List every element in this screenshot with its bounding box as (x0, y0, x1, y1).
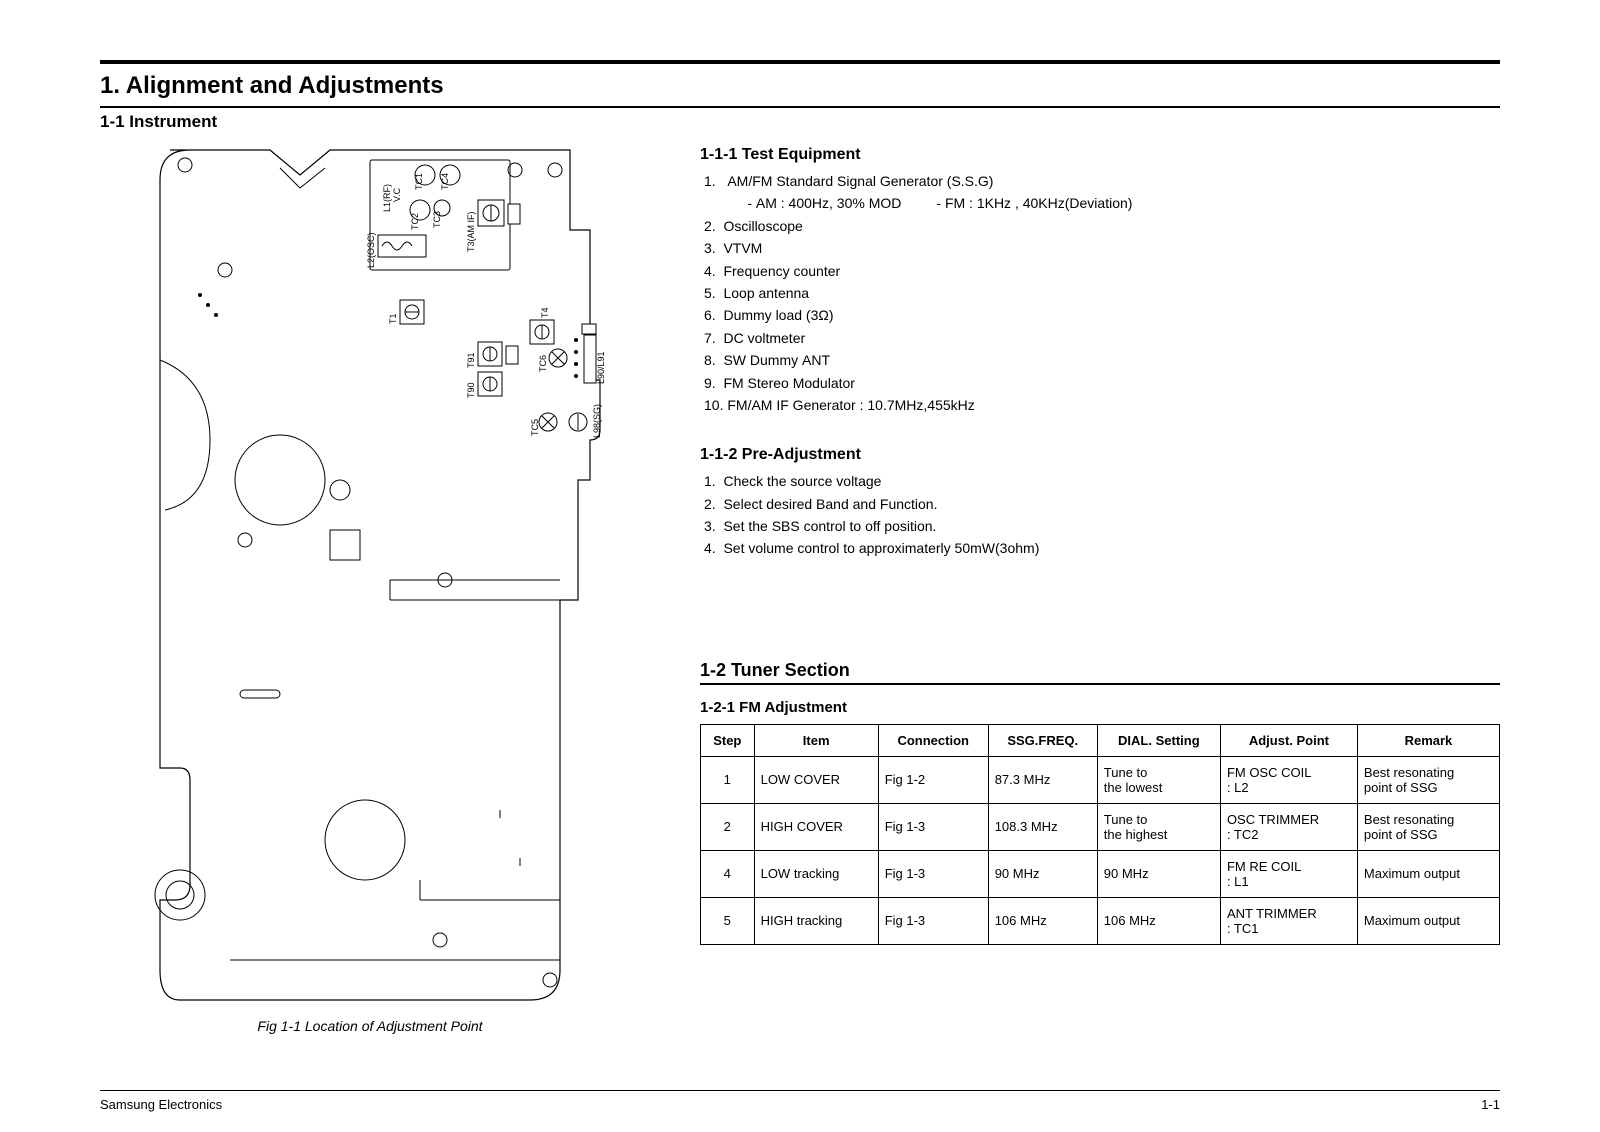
table-cell: 87.3 MHz (988, 756, 1097, 803)
table-cell: 4 (701, 850, 755, 897)
list-item: 5. Loop antenna (704, 282, 1500, 304)
table-cell: 90 MHz (1097, 850, 1220, 897)
list-item: 2. Oscilloscope (704, 215, 1500, 237)
svg-text:T1: T1 (388, 313, 398, 324)
subsection-title: 1-1 Instrument (100, 112, 1500, 132)
table-cell: 2 (701, 803, 755, 850)
table-cell: Fig 1-3 (878, 850, 988, 897)
list-item: 6. Dummy load (3Ω) (704, 304, 1500, 326)
list-item: - AM : 400Hz, 30% MOD - FM : 1KHz , 40KH… (704, 192, 1500, 214)
table-cell: Best resonatingpoint of SSG (1357, 756, 1499, 803)
table-cell: FM OSC COIL: L2 (1220, 756, 1357, 803)
test-equipment-list: 1. AM/FM Standard Signal Generator (S.S.… (700, 170, 1500, 416)
table-header: Remark (1357, 724, 1499, 756)
svg-text:T3(AM IF): T3(AM IF) (466, 212, 476, 253)
table-cell: Maximum output (1357, 850, 1499, 897)
diagram-caption: Fig 1-1 Location of Adjustment Point (100, 1018, 640, 1034)
list-item: 7. DC voltmeter (704, 327, 1500, 349)
table-cell: 90 MHz (988, 850, 1097, 897)
table-row: 5HIGH trackingFig 1-3106 MHz106 MHzANT T… (701, 897, 1500, 944)
table-header: SSG.FREQ. (988, 724, 1097, 756)
table-cell: HIGH tracking (754, 897, 878, 944)
list-item: 1. AM/FM Standard Signal Generator (S.S.… (704, 170, 1500, 192)
table-cell: HIGH COVER (754, 803, 878, 850)
svg-text:V.C: V.C (392, 187, 402, 202)
pcb-diagram: TC1 TC4 TC2 TC3 L1(RF) V.C L2(OSC) T3(AM… (130, 140, 610, 1010)
table-cell: FM RE COIL: L1 (1220, 850, 1357, 897)
svg-text:L98(SG): L98(SG) (592, 404, 602, 438)
table-header: Adjust. Point (1220, 724, 1357, 756)
table-row: 2HIGH COVERFig 1-3108.3 MHzTune tothe hi… (701, 803, 1500, 850)
list-item: 2. Select desired Band and Function. (704, 493, 1500, 515)
list-item: 1. Check the source voltage (704, 470, 1500, 492)
table-cell: LOW COVER (754, 756, 878, 803)
svg-text:T91: T91 (466, 352, 476, 368)
footer-right: 1-1 (1481, 1097, 1500, 1112)
table-cell: 106 MHz (1097, 897, 1220, 944)
table-cell: Maximum output (1357, 897, 1499, 944)
footer-left: Samsung Electronics (100, 1097, 222, 1112)
table-cell: LOW tracking (754, 850, 878, 897)
fm-adjustment-table: StepItemConnectionSSG.FREQ.DIAL. Setting… (700, 724, 1500, 945)
list-item: 3. Set the SBS control to off position. (704, 515, 1500, 537)
list-item: 4. Set volume control to approximaterly … (704, 537, 1500, 559)
list-item: 4. Frequency counter (704, 260, 1500, 282)
table-cell: ANT TRIMMER: TC1 (1220, 897, 1357, 944)
table-header: Item (754, 724, 878, 756)
svg-text:TC4: TC4 (440, 173, 450, 190)
svg-text:TC1: TC1 (414, 173, 424, 190)
table-row: 4LOW trackingFig 1-390 MHz90 MHzFM RE CO… (701, 850, 1500, 897)
main-title: 1. Alignment and Adjustments (100, 72, 1500, 100)
fm-adjustment-title: 1-2-1 FM Adjustment (700, 699, 1500, 716)
table-cell: Tune tothe highest (1097, 803, 1220, 850)
list-item: 9. FM Stereo Modulator (704, 372, 1500, 394)
test-equipment-title: 1-1-1 Test Equipment (700, 146, 1500, 164)
svg-text:TC2: TC2 (410, 213, 420, 230)
table-cell: Fig 1-3 (878, 803, 988, 850)
list-item: 3. VTVM (704, 237, 1500, 259)
table-row: 1LOW COVERFig 1-287.3 MHzTune tothe lowe… (701, 756, 1500, 803)
table-header: Connection (878, 724, 988, 756)
pre-adjustment-list: 1. Check the source voltage2. Select des… (700, 470, 1500, 560)
svg-text:L90/L91: L90/L91 (596, 351, 606, 384)
list-item: 8. SW Dummy ANT (704, 349, 1500, 371)
table-header: DIAL. Setting (1097, 724, 1220, 756)
svg-text:TC3: TC3 (432, 211, 442, 228)
table-cell: 5 (701, 897, 755, 944)
table-cell: Fig 1-2 (878, 756, 988, 803)
table-cell: 1 (701, 756, 755, 803)
svg-text:L2(OSC): L2(OSC) (366, 232, 376, 268)
svg-text:T4: T4 (540, 307, 550, 318)
table-cell: OSC TRIMMER: TC2 (1220, 803, 1357, 850)
table-cell: 106 MHz (988, 897, 1097, 944)
table-cell: Tune tothe lowest (1097, 756, 1220, 803)
table-header: Step (701, 724, 755, 756)
svg-text:TC5: TC5 (530, 419, 540, 436)
table-cell: 108.3 MHz (988, 803, 1097, 850)
tuner-section-title: 1-2 Tuner Section (700, 660, 1500, 681)
list-item: 10. FM/AM IF Generator : 10.7MHz,455kHz (704, 394, 1500, 416)
table-cell: Best resonatingpoint of SSG (1357, 803, 1499, 850)
pre-adjustment-title: 1-1-2 Pre-Adjustment (700, 446, 1500, 464)
svg-text:T90: T90 (466, 382, 476, 398)
svg-text:L1(RF): L1(RF) (382, 184, 392, 212)
svg-text:TC6: TC6 (538, 355, 548, 372)
table-cell: Fig 1-3 (878, 897, 988, 944)
